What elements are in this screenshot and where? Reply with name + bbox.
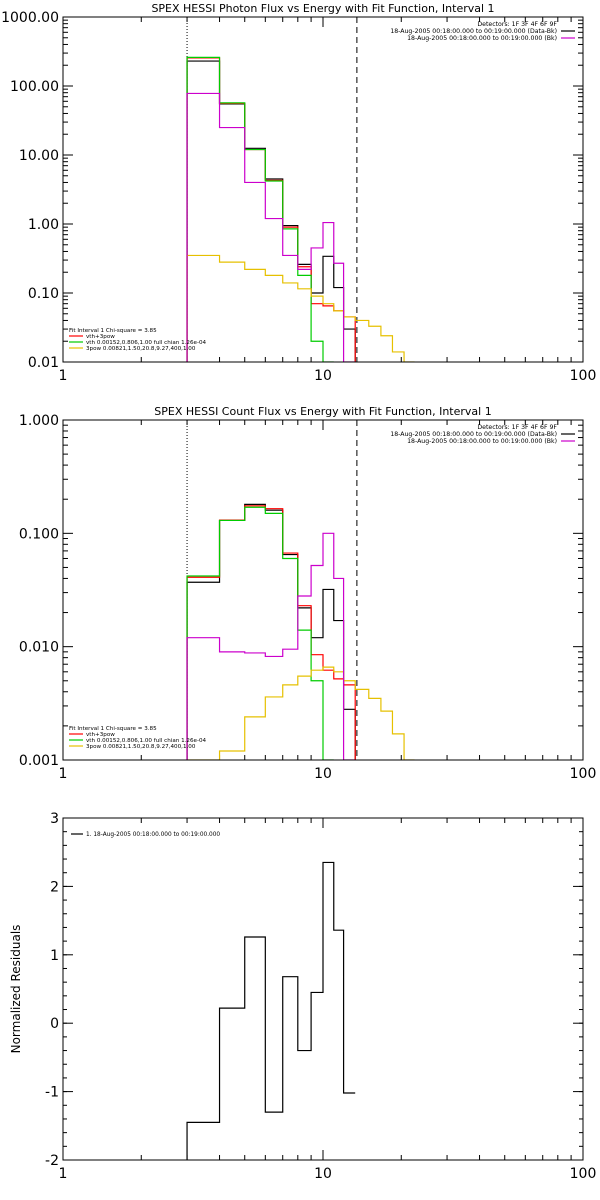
series-4-line bbox=[186, 92, 356, 362]
legend-entry: Fit Interval 1 Chi-square = 3.85 bbox=[69, 726, 157, 732]
y-tick-label: 3 bbox=[50, 811, 59, 827]
y-tick-label: 0.10 bbox=[28, 286, 59, 302]
legend-entry: 18-Aug-2005 00:18:00.000 to 00:19:00.000… bbox=[407, 438, 557, 445]
legend-bottom-left: Fit Interval 1 Chi-square = 3.85vth+3pow… bbox=[69, 726, 207, 750]
series-1-line bbox=[186, 57, 356, 362]
series-0-line bbox=[186, 503, 356, 760]
y-tick-label: 1.00 bbox=[28, 217, 59, 233]
x-tick-label: 10 bbox=[314, 766, 332, 782]
series-0-line bbox=[186, 861, 356, 1160]
data-group bbox=[186, 861, 356, 1160]
legend-entry: 18-Aug-2005 00:18:00.000 to 00:19:00.000… bbox=[407, 35, 557, 42]
legend-entry: 3pow 0.00821,1.50,20.8,9.27,400,1.00 bbox=[86, 744, 196, 750]
legend-entry: vth+3pow bbox=[86, 334, 115, 340]
data-group bbox=[186, 503, 415, 760]
y-tick-label: 0.01 bbox=[28, 355, 59, 371]
y-tick-label: 0.001 bbox=[19, 753, 59, 769]
y-tick-label: 1000.00 bbox=[1, 10, 59, 26]
panel-1: SPEX HESSI Photon Flux vs Energy with Fi… bbox=[1, 2, 596, 384]
x-tick-label: 100 bbox=[570, 368, 597, 384]
y-tick-label: 0.010 bbox=[19, 640, 59, 656]
series-4-line bbox=[186, 532, 356, 760]
y-tick-label: -2 bbox=[45, 1153, 59, 1169]
x-tick-label: 10 bbox=[314, 1166, 332, 1182]
legend-entry: 3pow 0.00821,1.50,20.8,9.27,400,1.00 bbox=[86, 346, 196, 352]
series-1-line bbox=[186, 505, 356, 760]
x-tick-label: 1 bbox=[59, 1166, 68, 1182]
legend-entry: vth 0.00152,0.806,1.00 full chian 1.26e-… bbox=[86, 340, 207, 346]
plot-frame bbox=[62, 817, 584, 1161]
y-tick-label: 1 bbox=[50, 948, 59, 964]
y-tick-label: 100.00 bbox=[10, 79, 59, 95]
x-tick-label: 1 bbox=[59, 766, 68, 782]
series-3-line bbox=[186, 254, 415, 362]
series-3-line bbox=[187, 666, 415, 760]
y-tick-label: 1.000 bbox=[19, 413, 59, 429]
panel-3: Normalized Residuals 1 10 100 -2 -1 0 1 2 3 1. 18-… bbox=[9, 811, 596, 1182]
panel-2: SPEX HESSI Count Flux vs Energy with Fit… bbox=[19, 405, 596, 782]
legend-entry: 1. 18-Aug-2005 00:18:00.000 to 00:19:00.… bbox=[86, 832, 220, 838]
y-tick-label: 2 bbox=[50, 879, 59, 895]
y-tick-label: 0 bbox=[50, 1016, 59, 1032]
legend-entry: 18-Aug-2005 00:18:00.000 to 00:19:00.000… bbox=[390, 431, 557, 438]
plot-frame bbox=[62, 419, 584, 761]
legend-entry: 18-Aug-2005 00:18:00.000 to 00:19:00.000… bbox=[390, 28, 557, 35]
legend-entry: Detectors: 1F 3F 4F 6F 9F bbox=[477, 424, 557, 431]
legend-entry: vth 0.00152,0.806,1.00 full chian 1.26e-… bbox=[86, 738, 207, 744]
legend-entry: vth+3pow bbox=[86, 732, 115, 738]
x-tick-label: 10 bbox=[314, 368, 332, 384]
x-tick-label: 100 bbox=[570, 1166, 597, 1182]
series-2-line bbox=[186, 506, 334, 760]
legend-top-left: 1. 18-Aug-2005 00:18:00.000 to 00:19:00.… bbox=[71, 832, 220, 838]
x-tick-label: 100 bbox=[570, 766, 597, 782]
series-0-line bbox=[186, 60, 356, 362]
y-tick-label: 10.00 bbox=[19, 148, 59, 164]
x-tick-label: 1 bbox=[59, 368, 68, 384]
chart-title: SPEX HESSI Count Flux vs Energy with Fit… bbox=[154, 405, 491, 418]
y-tick-label: 0.100 bbox=[19, 526, 59, 542]
legend-entry: Fit Interval 1 Chi-square = 3.85 bbox=[69, 328, 157, 334]
y-axis-label: Normalized Residuals bbox=[9, 925, 23, 1054]
plot-frame bbox=[62, 16, 584, 363]
legend-bottom-left: Fit Interval 1 Chi-square = 3.85vth+3pow… bbox=[69, 328, 207, 352]
data-group bbox=[186, 56, 415, 362]
chart-title: SPEX HESSI Photon Flux vs Energy with Fi… bbox=[151, 2, 494, 15]
legend-entry: Detectors: 1F 3F 4F 6F 9F bbox=[477, 21, 557, 28]
series-2-line bbox=[186, 56, 334, 362]
y-tick-label: -1 bbox=[45, 1085, 59, 1101]
